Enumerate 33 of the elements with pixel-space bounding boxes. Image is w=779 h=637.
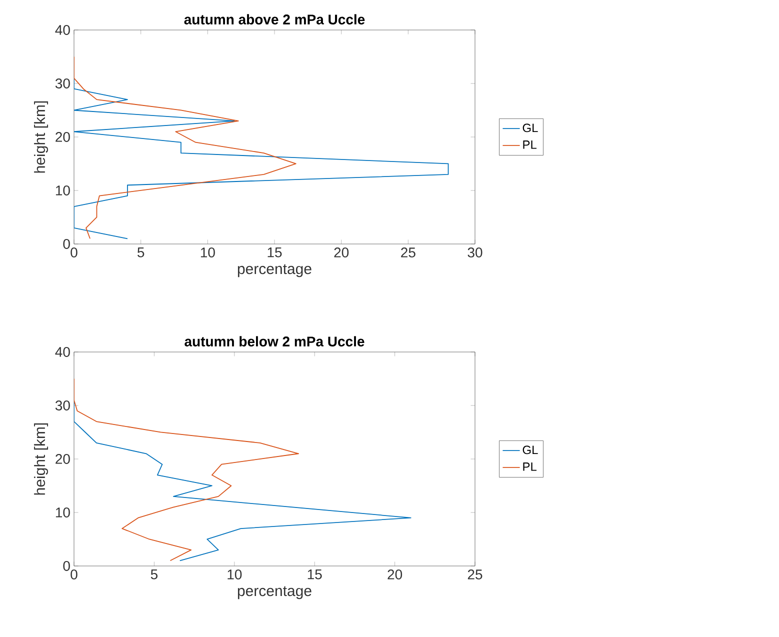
y-tick-label: 20 bbox=[56, 132, 70, 142]
x-tick-label: 0 bbox=[70, 570, 78, 580]
x-axis-title: percentage bbox=[238, 586, 312, 600]
x-axis-title: percentage bbox=[238, 264, 312, 278]
x-tick-label: 15 bbox=[268, 248, 282, 258]
chart-title: autumn above 2 mPa Uccle bbox=[184, 14, 365, 24]
y-axis-title: height [km] bbox=[34, 101, 48, 173]
y-axis-title: height [km] bbox=[34, 423, 48, 495]
legend-label: PL bbox=[523, 140, 537, 149]
x-tick-label: 20 bbox=[388, 570, 402, 580]
legend-label: GL bbox=[522, 124, 538, 132]
x-tick-label: 5 bbox=[150, 570, 158, 580]
x-tick-label: 5 bbox=[138, 248, 144, 258]
chart-title: autumn below 2 mPa Uccle bbox=[184, 336, 364, 346]
x-tick-label: 25 bbox=[468, 570, 482, 580]
y-tick-label: 30 bbox=[55, 78, 70, 88]
x-tick-label: 30 bbox=[468, 248, 482, 258]
x-tick-label: 25 bbox=[401, 248, 416, 258]
y-tick-label: 10 bbox=[56, 508, 70, 518]
x-tick-label: 15 bbox=[308, 570, 322, 580]
y-tick-label: 10 bbox=[56, 186, 70, 196]
x-tick-label: 0 bbox=[70, 248, 78, 258]
x-tick-label: 20 bbox=[334, 248, 349, 258]
y-tick-label: 40 bbox=[55, 25, 70, 35]
legend-label: PL bbox=[523, 462, 537, 471]
legend-label: GL bbox=[522, 446, 538, 454]
x-tick-label: 10 bbox=[200, 248, 215, 258]
x-tick-label: 10 bbox=[228, 570, 242, 580]
y-tick-label: 0 bbox=[63, 239, 70, 249]
y-tick-label: 0 bbox=[63, 561, 70, 571]
y-tick-label: 30 bbox=[55, 400, 70, 410]
y-tick-label: 40 bbox=[55, 347, 70, 357]
y-tick-label: 20 bbox=[56, 454, 70, 464]
